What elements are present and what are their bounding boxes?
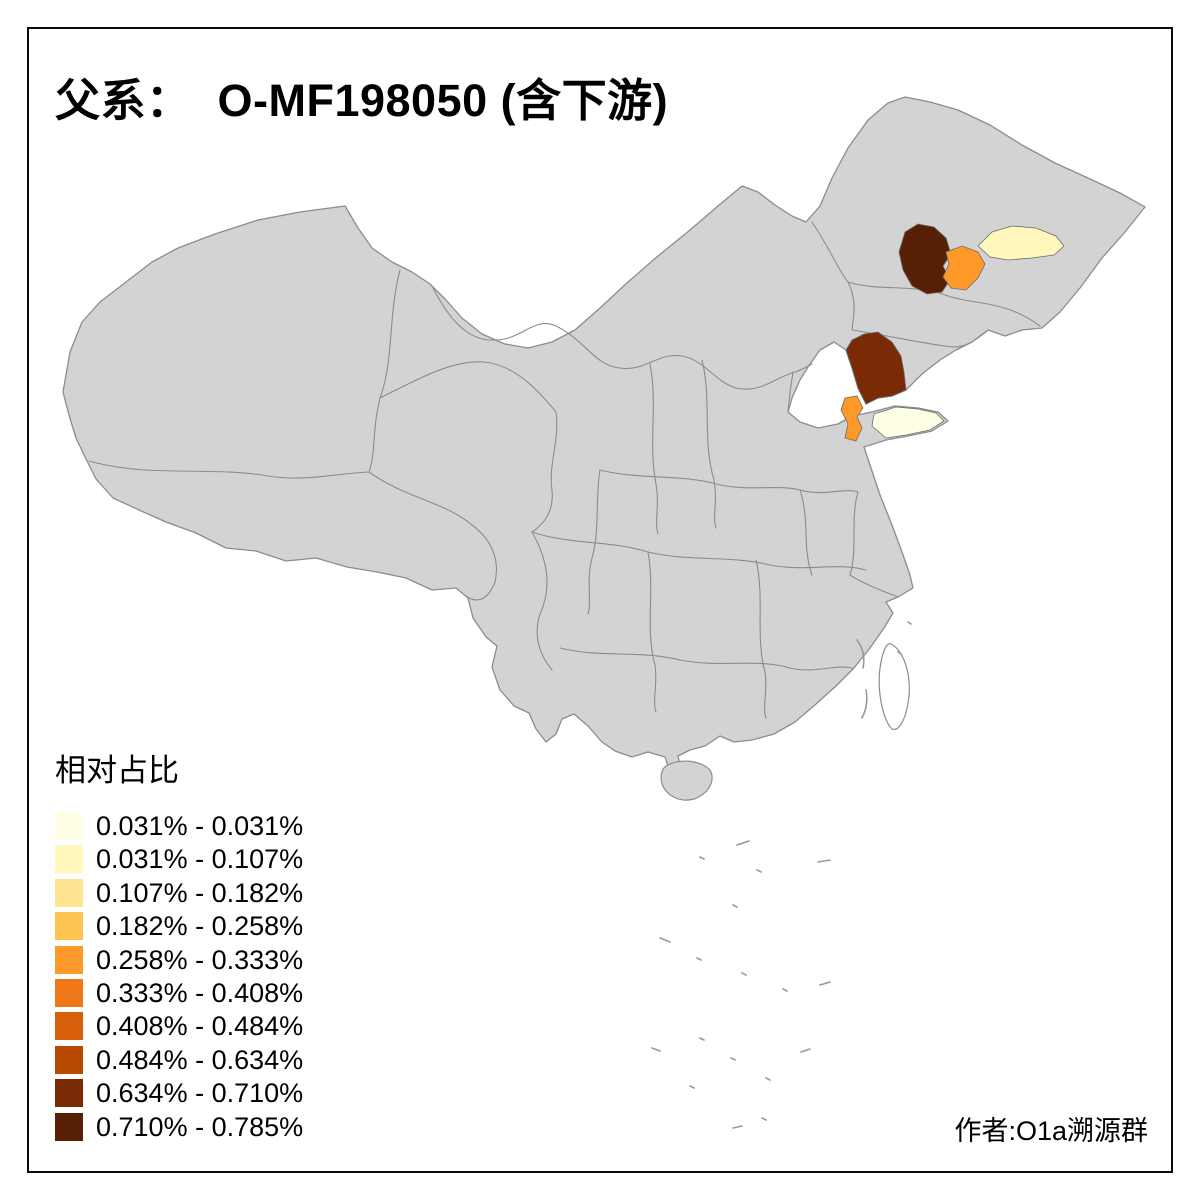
legend-item: 0.031% - 0.031%: [55, 812, 303, 840]
legend-item-label: 0.408% - 0.484%: [96, 1011, 304, 1042]
legend-item: 0.182% - 0.258%: [55, 911, 304, 942]
legend-color-swatch: [55, 1045, 83, 1074]
legend-color-swatch: [55, 1112, 83, 1141]
author-credit: 作者:O1a溯源群: [954, 1116, 1148, 1146]
legend-color-swatch: [55, 878, 83, 907]
legend-color-swatch: [55, 978, 83, 1007]
legend-item-label: 0.031% - 0.107%: [96, 844, 304, 875]
taiwan-island: [878, 643, 910, 730]
legend-item: 0.031% - 0.107%: [55, 844, 304, 875]
legend-item-label: 0.634% - 0.710%: [96, 1078, 304, 1109]
china-mainland: [62, 96, 1146, 773]
legend-item: 0.258% - 0.333%: [55, 944, 304, 975]
legend: 相对占比 0.031% - 0.031% 0.031% - 0.107% 0.1…: [55, 745, 303, 1146]
legend-item: 0.107% - 0.182%: [55, 877, 304, 908]
legend-color-swatch: [55, 1012, 83, 1041]
hainan-island: [660, 760, 713, 801]
legend-item-label: 0.710% - 0.785%: [96, 1111, 304, 1142]
legend-item-label: 0.333% - 0.408%: [96, 977, 304, 1008]
figure-border: [27, 27, 1173, 1173]
region-northeast-orange: [942, 245, 986, 291]
legend-item: 0.408% - 0.484%: [55, 1011, 304, 1042]
legend-item: 0.333% - 0.408%: [55, 977, 304, 1008]
legend-color-swatch: [55, 945, 83, 974]
legend-item-label: 0.107% - 0.182%: [96, 877, 304, 908]
province-borders: [88, 221, 1041, 719]
legend-item: 0.710% - 0.785%: [55, 1111, 304, 1142]
legend-item-label: 0.031% - 0.031%: [96, 811, 304, 841]
region-shandong-west-orange: [840, 395, 864, 442]
region-shandong-peninsula-pale: [871, 406, 945, 439]
legend-title: 相对占比: [55, 753, 179, 788]
legend-item: 0.484% - 0.634%: [55, 1044, 304, 1075]
legend-item-label: 0.484% - 0.634%: [96, 1044, 304, 1075]
figure-title: 父系： O-MF198050 (含下游): [55, 75, 669, 126]
region-northeast-pale: [977, 225, 1065, 261]
south-china-sea-islands: [651, 621, 912, 1129]
legend-item-label: 0.182% - 0.258%: [96, 911, 304, 942]
legend-item: 0.634% - 0.710%: [55, 1078, 304, 1109]
legend-color-swatch: [55, 1079, 83, 1108]
region-liaodong-dark: [845, 331, 907, 405]
legend-item-label: 0.258% - 0.333%: [96, 944, 304, 975]
legend-color-swatch: [55, 845, 83, 874]
legend-color-swatch: [55, 812, 83, 840]
legend-color-swatch: [55, 912, 83, 941]
